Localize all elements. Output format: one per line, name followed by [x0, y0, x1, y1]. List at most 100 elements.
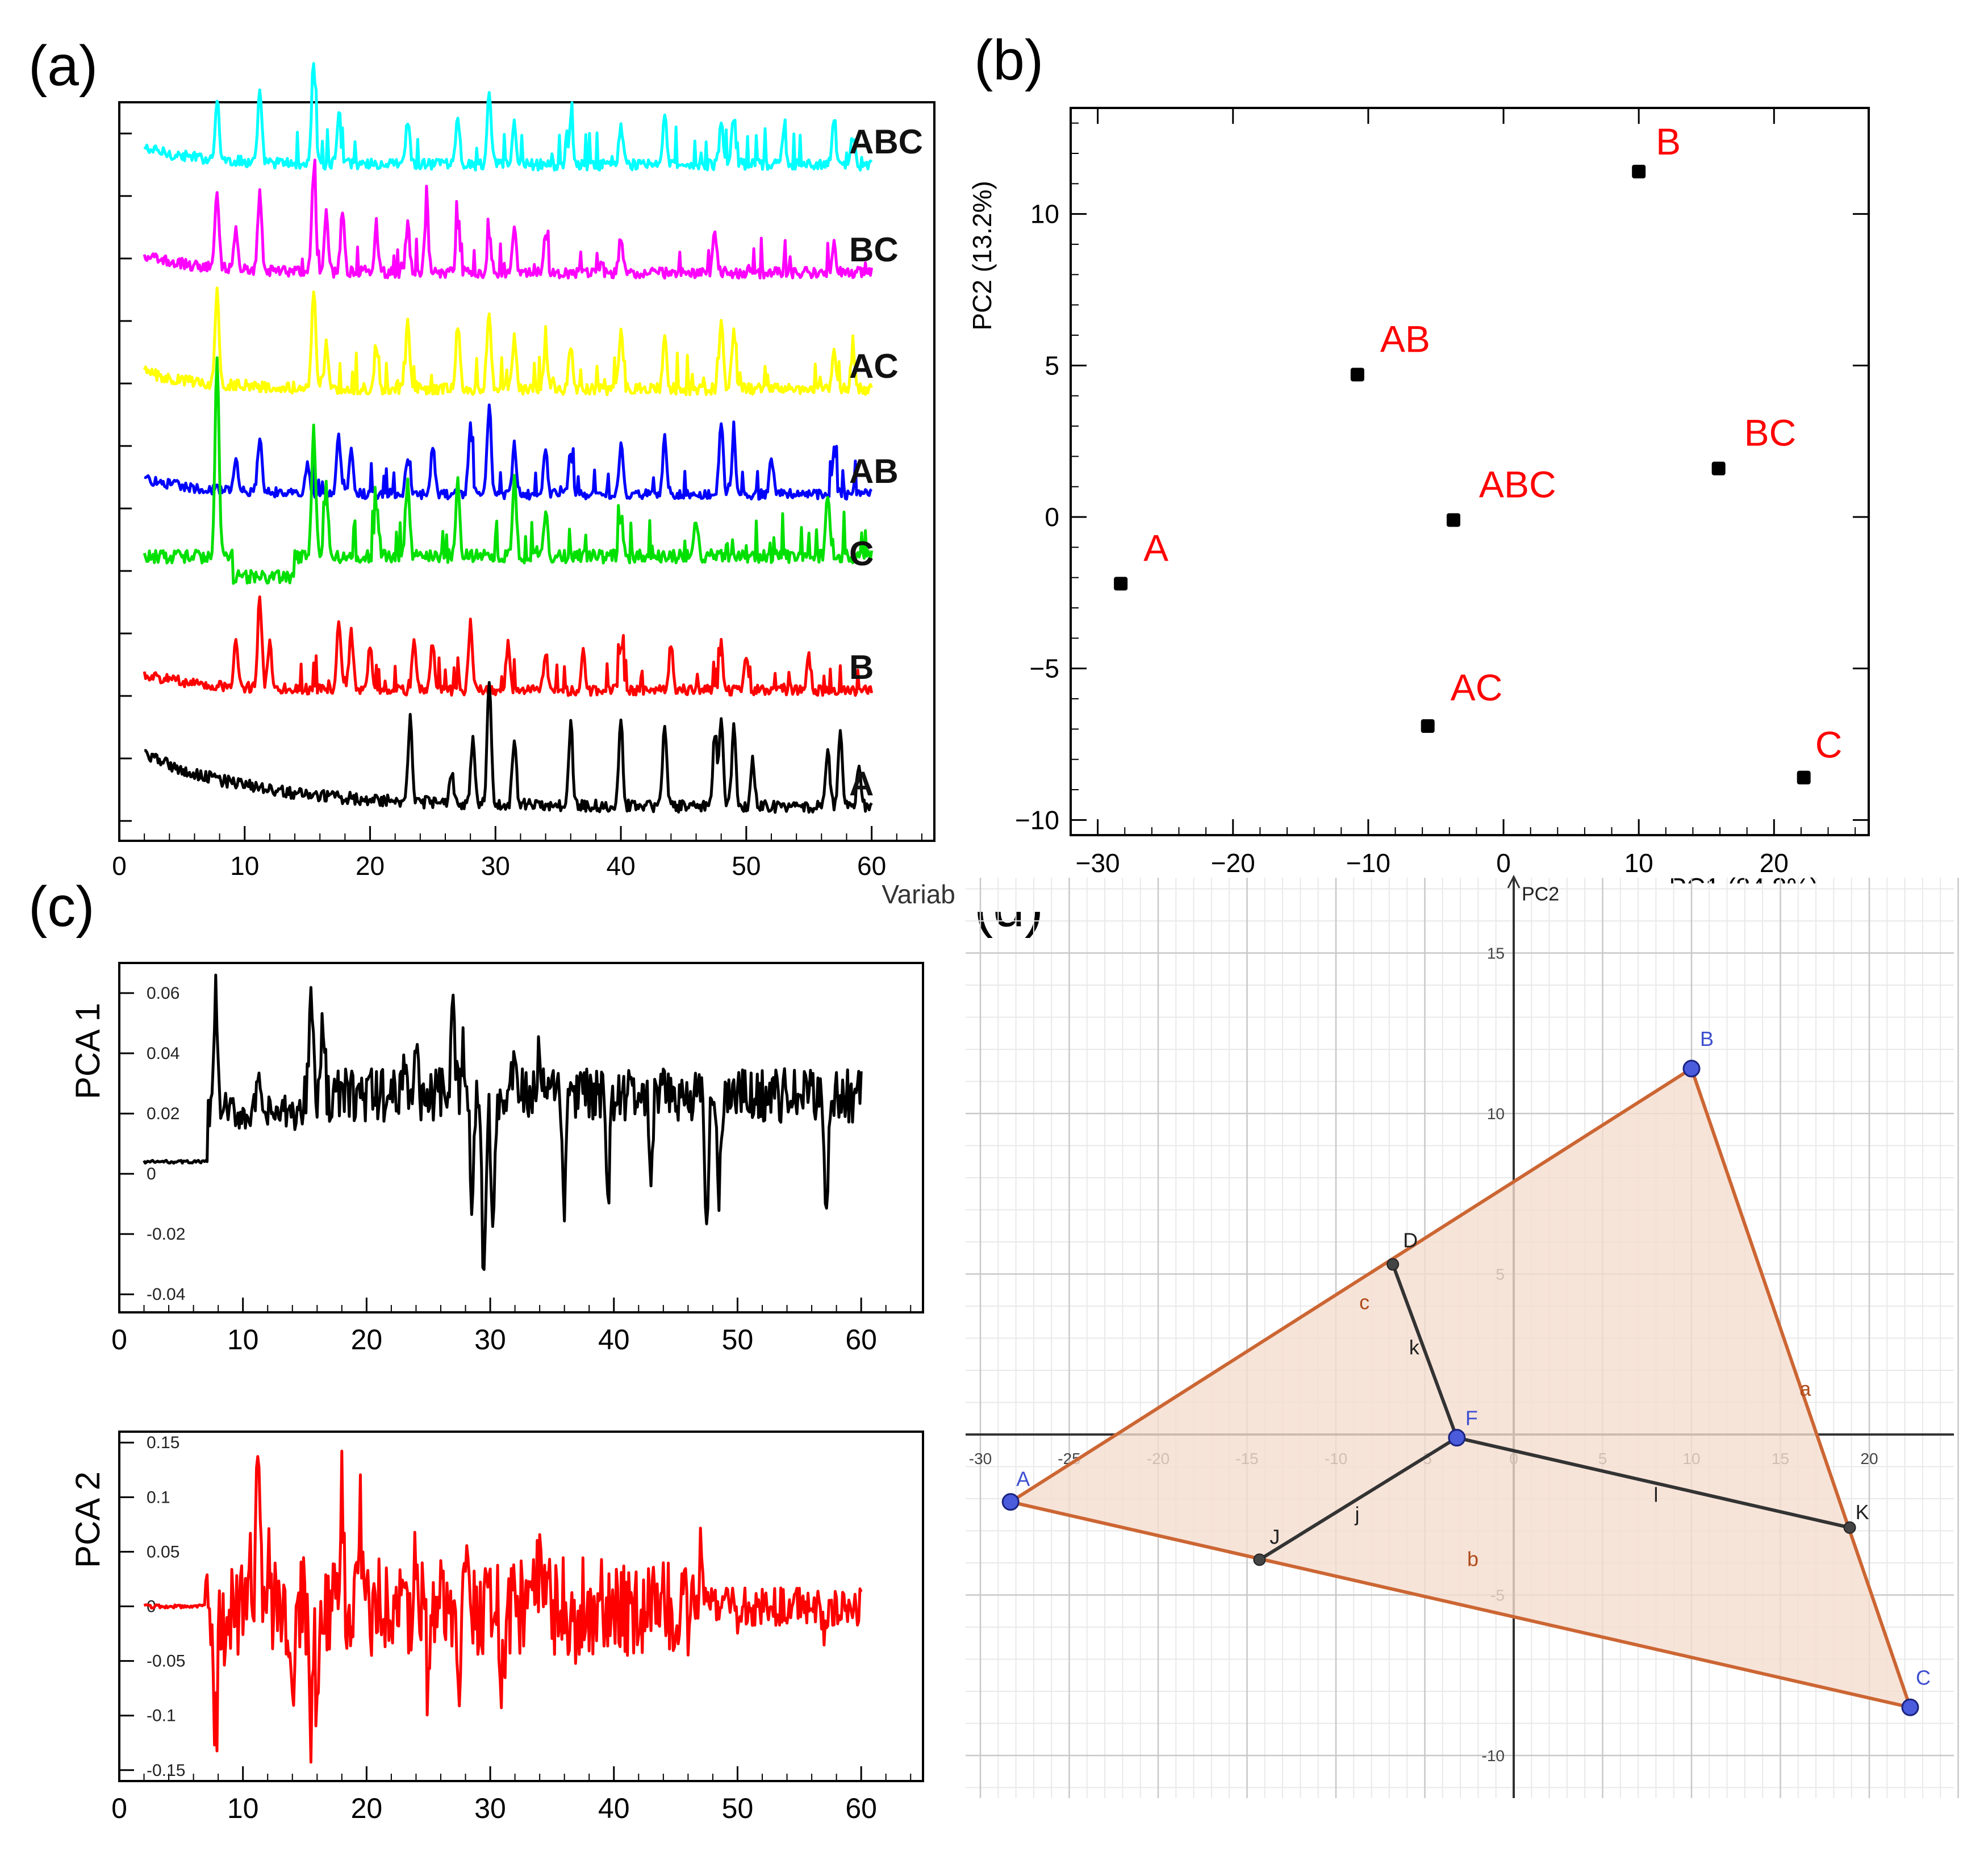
x-tick-label: 60 [845, 1792, 877, 1824]
panel-b-letter: (b) [974, 28, 1043, 92]
x-tick-label: 20 [356, 851, 385, 881]
y-axis-label: PCA 1 [69, 1003, 107, 1099]
edge-label-a: a [1799, 1377, 1811, 1400]
edge-label-c: c [1359, 1291, 1369, 1314]
x-tick-label: 20 [1860, 1450, 1878, 1467]
series-line-b [143, 595, 874, 697]
y-tick-label: -0.15 [147, 1761, 185, 1780]
y-tick-label: 0.1 [147, 1488, 170, 1507]
geo-point-label-a: A [1016, 1467, 1030, 1491]
x-tick-label: 20 [351, 1792, 383, 1824]
x-tick-label: −30 [1076, 848, 1120, 878]
x-tick-label: 50 [722, 1324, 754, 1356]
geo-point-a [1001, 1493, 1020, 1511]
loading-line [143, 973, 863, 1271]
y-tick-label: -0.05 [147, 1652, 185, 1671]
loading-line [143, 1449, 863, 1764]
y-tick-label: 0.04 [147, 1044, 179, 1063]
score-label-a: A [1143, 527, 1168, 569]
x-tick-label: 40 [598, 1324, 630, 1356]
y-tick-label: −10 [1015, 805, 1059, 835]
score-point-b [1632, 165, 1646, 178]
x-tick-label: -30 [969, 1450, 992, 1467]
x-tick-label: −20 [1211, 848, 1255, 878]
edge-label-b: b [1467, 1548, 1479, 1571]
y-axis-title: PC2 [1522, 883, 1559, 905]
x-tick-label: 50 [722, 1792, 754, 1824]
y-tick-label: 10 [1030, 199, 1059, 229]
panel-a-letter: (a) [28, 34, 98, 98]
geo-point-d [1386, 1258, 1400, 1271]
geo-point-f [1448, 1429, 1466, 1447]
series-label-b: B [849, 648, 874, 686]
edge-b [1010, 1500, 1911, 1709]
geo-point-label-d: D [1403, 1229, 1418, 1252]
segment-label-j: j [1355, 1503, 1360, 1526]
score-point-ac [1421, 719, 1435, 733]
score-label-b: B [1656, 120, 1681, 162]
score-point-abc [1446, 513, 1460, 527]
segment-label-k: k [1409, 1336, 1420, 1359]
edge-a [1690, 1067, 1912, 1708]
crop-mask [957, 883, 1923, 912]
segment-k [1391, 1263, 1459, 1438]
score-label-abc: ABC [1479, 463, 1556, 505]
score-label-bc: BC [1744, 412, 1797, 454]
series-line-a [144, 681, 873, 814]
geo-point-b [1682, 1060, 1701, 1078]
y-tick-label: 0 [147, 1165, 156, 1183]
x-tick-label: −10 [1346, 848, 1390, 878]
geo-point-label-k: K [1856, 1500, 1869, 1524]
geo-point-label-f: F [1465, 1407, 1478, 1430]
y-tick-label: 0.15 [147, 1433, 179, 1452]
panel-c-letter: (c) [28, 875, 95, 939]
geo-point-c [1901, 1698, 1919, 1716]
x-tick-label: 20 [351, 1324, 383, 1356]
series-line-c [143, 356, 874, 585]
geo-point-k [1843, 1521, 1856, 1534]
x-tick-label: 60 [845, 1324, 877, 1356]
series-label-ac: AC [849, 347, 899, 385]
score-point-c [1797, 770, 1811, 785]
geo-point-label-b: B [1700, 1027, 1714, 1050]
score-point-a [1114, 577, 1128, 591]
series-line-bc [143, 159, 874, 280]
segment-l [1456, 1436, 1851, 1529]
y-tick-label: 10 [1487, 1105, 1505, 1123]
x-tick-label: 40 [606, 851, 635, 881]
x-tick-label: 10 [1624, 848, 1653, 878]
x-tick-label: 0 [1496, 848, 1511, 878]
plot-frame [1070, 107, 1870, 836]
y-tick-label: -10 [1482, 1747, 1505, 1765]
series-line-ac [143, 286, 873, 397]
y-tick-label: 0.06 [147, 984, 179, 1003]
panel-d-geometry-plot: PC2-30-25-20-15-10-50510152015105-5-10ab… [966, 874, 1959, 1798]
y-tick-label: −5 [1030, 654, 1059, 683]
y-tick-label: 5 [1045, 351, 1059, 380]
geo-point-label-j: J [1269, 1525, 1280, 1548]
x-tick-label: 20 [1760, 848, 1789, 878]
x-tick-label: 10 [227, 1792, 259, 1824]
x-tick-label: 30 [474, 1324, 506, 1356]
geo-point-label-c: C [1916, 1666, 1931, 1689]
series-label-a: A [849, 765, 874, 803]
plot-frame [118, 101, 935, 842]
score-point-ab [1350, 368, 1364, 382]
x-tick-label: 40 [598, 1792, 630, 1824]
score-point-bc [1711, 461, 1726, 476]
series-line-abc [143, 62, 873, 172]
series-label-abc: ABC [849, 123, 923, 161]
plot-frame [118, 962, 924, 1313]
y-axis-arrow [1507, 874, 1521, 889]
y-tick-label: -0.02 [147, 1225, 185, 1244]
series-label-bc: BC [849, 231, 899, 269]
y-tick-label: -0.1 [147, 1707, 176, 1725]
geo-point-j [1253, 1553, 1266, 1566]
x-tick-label: 0 [112, 851, 127, 881]
y-tick-label: 15 [1487, 945, 1505, 962]
x-tick-label: 50 [732, 851, 761, 881]
segment-j [1258, 1436, 1458, 1561]
segment-label-l: l [1653, 1483, 1658, 1507]
